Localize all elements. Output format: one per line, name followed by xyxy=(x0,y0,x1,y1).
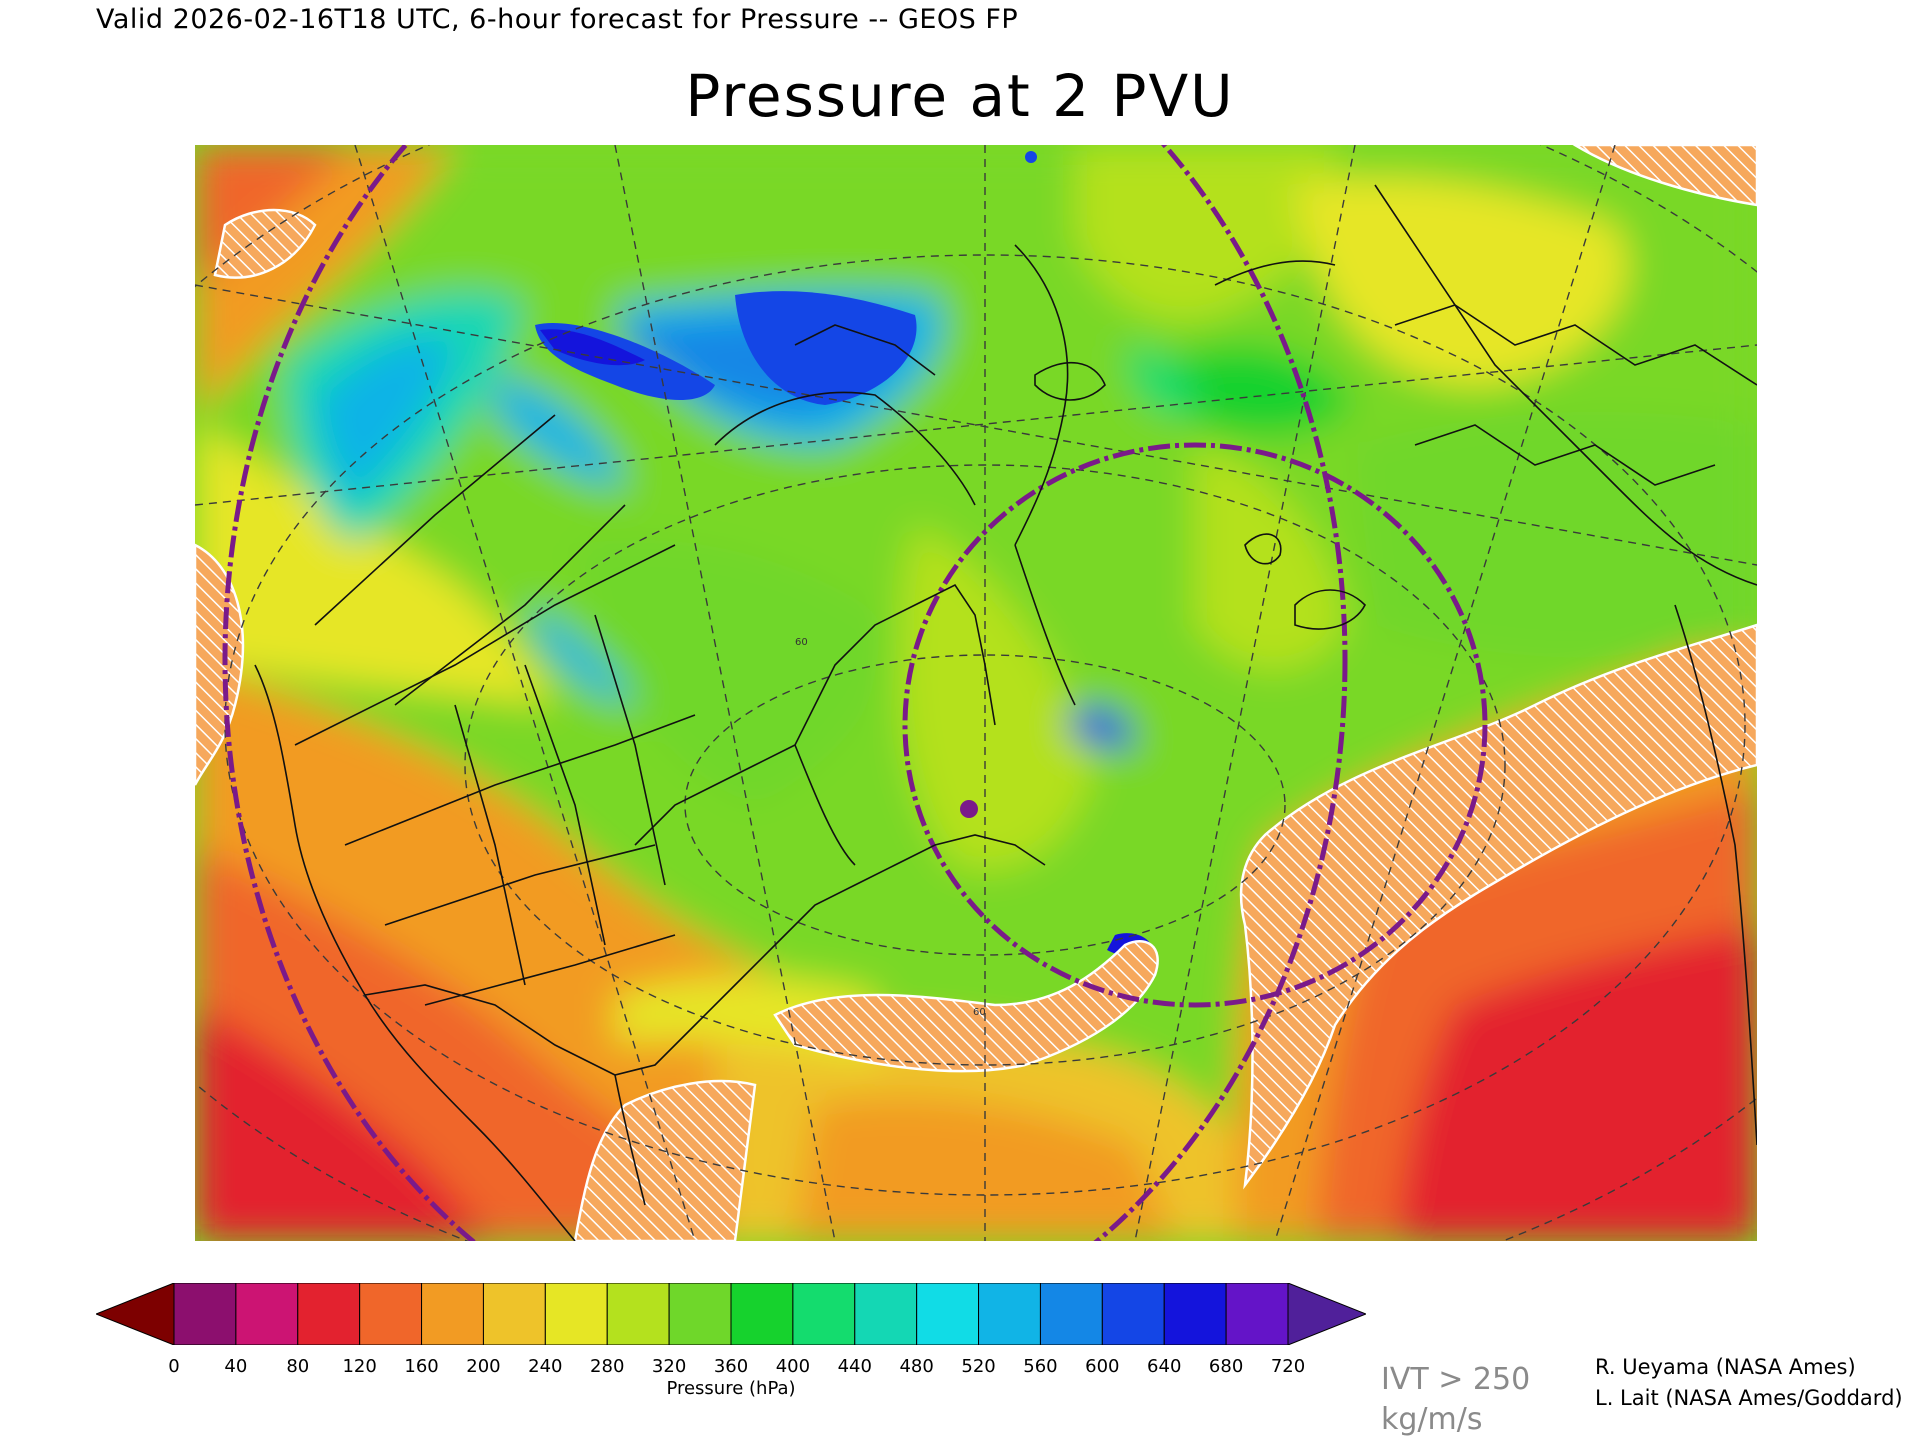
colorbar-bin xyxy=(1225,1283,1289,1345)
colorbar-bin xyxy=(730,1283,794,1345)
colorbar-tick-label: 120 xyxy=(342,1356,377,1377)
colorbar-tick-label: 320 xyxy=(651,1356,687,1377)
colorbar-tick-label: 360 xyxy=(713,1356,749,1377)
colorbar-bin xyxy=(173,1283,237,1345)
graticule xyxy=(195,145,1757,1241)
colorbar-tick-label: 600 xyxy=(1085,1356,1120,1377)
colorbar-bin xyxy=(792,1283,856,1345)
colorbar-tick-label: 640 xyxy=(1147,1356,1182,1377)
credits: R. Ueyama (NASA Ames) L. Lait (NASA Ames… xyxy=(1595,1352,1903,1414)
center-marker xyxy=(960,800,978,818)
colorbar-high-extension xyxy=(1287,1283,1366,1345)
lat-label-1: 60 xyxy=(795,637,808,648)
colorbar-tick-label: 560 xyxy=(1023,1356,1058,1377)
colorbar-bin xyxy=(359,1283,423,1345)
forecast-valid-line: Valid 2026-02-16T18 UTC, 6-hour forecast… xyxy=(96,4,1019,35)
credit-line-2: L. Lait (NASA Ames/Goddard) xyxy=(1595,1386,1903,1410)
colorbar-tick-label: 280 xyxy=(590,1356,625,1377)
colorbar-bin xyxy=(1163,1283,1227,1345)
lat-label-2: 60 xyxy=(973,1007,986,1018)
colorbar-tick-label: 440 xyxy=(837,1356,872,1377)
colorbar-bin xyxy=(916,1283,980,1345)
colorbar-bin xyxy=(297,1283,361,1345)
map-title: Pressure at 2 PVU xyxy=(685,62,1235,130)
colorbar-tick-label: 80 xyxy=(286,1356,310,1377)
colorbar-bin xyxy=(606,1283,670,1345)
coastlines-and-borders xyxy=(254,184,1757,1241)
colorbar-tick-label: 200 xyxy=(466,1356,501,1377)
colorbar-tick-label: 720 xyxy=(1270,1356,1306,1377)
colorbar-tick-label: 240 xyxy=(528,1356,563,1377)
colorbar-tick-label: 520 xyxy=(961,1356,996,1377)
colorbar-bin xyxy=(421,1283,484,1345)
colorbar-tick-label: 0 xyxy=(168,1356,180,1377)
colorbar-tick-label: 160 xyxy=(404,1356,439,1377)
colorbar-bin xyxy=(235,1283,299,1345)
colorbar-bin xyxy=(1039,1283,1103,1345)
colorbar-tick-label: 400 xyxy=(775,1356,811,1377)
colorbar-tick-label: 40 xyxy=(224,1356,248,1377)
colorbar-bin xyxy=(482,1283,546,1345)
colorbar-tick-label: 680 xyxy=(1208,1356,1244,1377)
ivt-hatched-areas xyxy=(195,145,1757,1241)
reference-rings xyxy=(222,145,1488,1241)
pressure-map-svg: 60 60 xyxy=(195,145,1757,1241)
colorbar-bin xyxy=(978,1283,1041,1345)
colorbar-low-extension xyxy=(96,1283,175,1345)
colorbar-tick-label: 480 xyxy=(899,1356,934,1377)
colorbar-bin xyxy=(544,1283,608,1345)
colorbar-bin xyxy=(854,1283,918,1345)
pressure-map: 60 60 xyxy=(195,145,1757,1241)
credit-line-1: R. Ueyama (NASA Ames) xyxy=(1595,1355,1856,1379)
colorbar-label: Pressure (hPa) xyxy=(666,1378,796,1399)
colorbar-bin xyxy=(668,1283,732,1345)
colorbar xyxy=(96,1283,1366,1345)
ivt-threshold-note: IVT > 250 kg/m/s xyxy=(1381,1362,1531,1437)
pressure-field xyxy=(195,145,1757,1241)
colorbar-bin xyxy=(1101,1283,1165,1345)
